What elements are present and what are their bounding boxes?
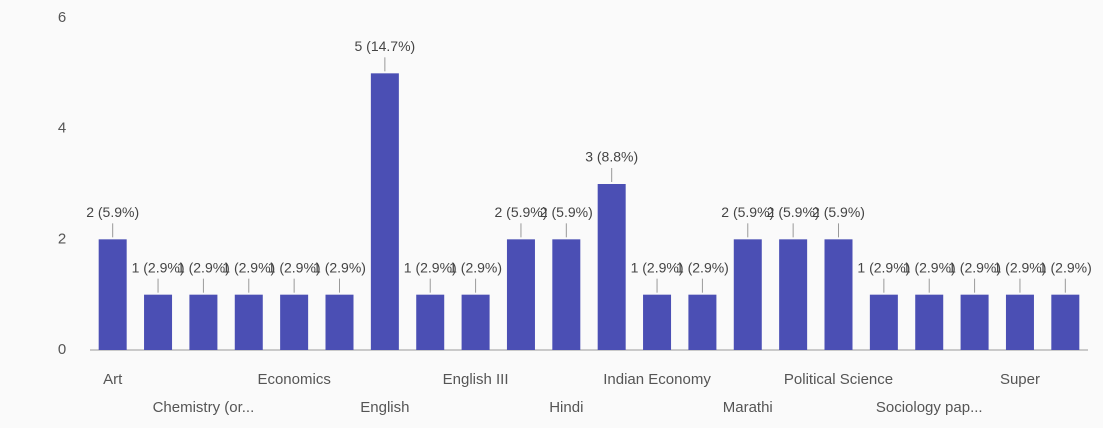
bar [98, 239, 127, 350]
x-tick-label: Chemistry (or... [153, 399, 255, 416]
x-tick-label: Indian Economy [603, 371, 711, 388]
y-tick-label: 0 [58, 341, 66, 358]
value-label: 1 (2.9%) [857, 259, 910, 275]
bar [733, 239, 762, 350]
bar [461, 294, 490, 350]
bar [144, 294, 173, 350]
value-label: 1 (2.9%) [1039, 259, 1092, 275]
x-tick-label: Super [1000, 371, 1040, 388]
x-tick-label: Economics [257, 371, 330, 388]
value-label: 2 (5.9%) [812, 204, 865, 220]
value-label: 1 (2.9%) [132, 259, 185, 275]
x-tick-label: Political Science [784, 371, 893, 388]
value-label: 1 (2.9%) [631, 259, 684, 275]
value-label: 1 (2.9%) [313, 259, 366, 275]
bar [915, 294, 944, 350]
bar [779, 239, 808, 350]
x-tick-label: Sociology pap... [876, 399, 983, 416]
x-tick-label: English [360, 399, 409, 416]
value-label: 2 (5.9%) [721, 204, 774, 220]
bar [325, 294, 354, 350]
value-label: 1 (2.9%) [676, 259, 729, 275]
x-tick-label: English III [443, 371, 509, 388]
bar [552, 239, 581, 350]
bar [960, 294, 989, 350]
value-label: 1 (2.9%) [404, 259, 457, 275]
bar [416, 294, 445, 350]
value-label: 2 (5.9%) [540, 204, 593, 220]
value-label: 1 (2.9%) [222, 259, 275, 275]
y-tick-label: 6 [58, 9, 66, 26]
value-label: 3 (8.8%) [585, 149, 638, 165]
bar [234, 294, 263, 350]
bar [1051, 294, 1080, 350]
x-tick-label: Art [103, 371, 123, 388]
value-label: 2 (5.9%) [86, 204, 139, 220]
bar [1005, 294, 1034, 350]
bar [506, 239, 535, 350]
x-tick-label: Hindi [549, 399, 583, 416]
value-label: 1 (2.9%) [268, 259, 321, 275]
value-label: 2 (5.9%) [494, 204, 547, 220]
value-label: 1 (2.9%) [449, 259, 502, 275]
value-label: 2 (5.9%) [767, 204, 820, 220]
value-label: 1 (2.9%) [948, 259, 1001, 275]
value-label: 1 (2.9%) [993, 259, 1046, 275]
bar [643, 294, 672, 350]
x-tick-label: Marathi [723, 399, 773, 416]
y-tick-label: 4 [58, 120, 66, 137]
y-tick-label: 2 [58, 230, 66, 247]
bar [189, 294, 218, 350]
bar [869, 294, 898, 350]
value-label: 5 (14.7%) [355, 38, 416, 54]
bar [824, 239, 853, 350]
bar [597, 184, 626, 350]
bar [280, 294, 309, 350]
value-label: 1 (2.9%) [177, 259, 230, 275]
value-label: 1 (2.9%) [903, 259, 956, 275]
bar [370, 73, 399, 350]
bar [688, 294, 717, 350]
